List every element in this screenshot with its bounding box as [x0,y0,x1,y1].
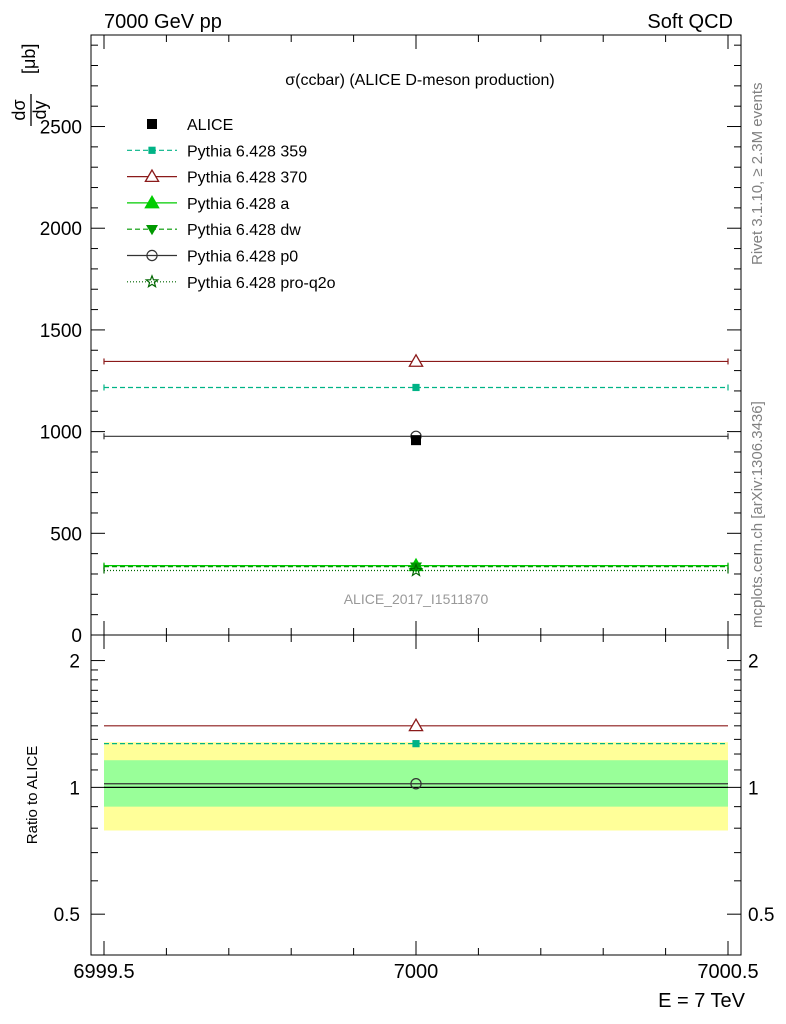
y-tick-label: 1500 [40,321,82,342]
y-tick-label: 500 [50,524,82,545]
x-tick-label: 7000 [394,961,439,983]
ratio-plot-marks [104,717,728,831]
ratio-y-tick-label: 0.5 [54,905,80,926]
legend-item-pythia-6-428-dw: Pythia 6.428 dw [127,222,301,239]
series-point [410,562,422,573]
main-y-axis-label: [μb] dσ dy [9,44,50,126]
data-point-alice [411,435,421,446]
ratio-y-tick-label-right: 0.5 [748,905,774,926]
legend-swatch-marker [144,274,160,289]
header-left: 7000 GeV pp [104,11,222,33]
legend-label: Pythia 6.428 dw [187,222,301,239]
legend-label: Pythia 6.428 370 [187,170,307,187]
ratio-y-ticks: 0.5 0.5 1 1 2 2 [54,652,775,927]
legend-swatch-marker [146,249,158,262]
mcplots-label: mcplots.cern.ch [arXiv:1306.3436] [749,401,766,628]
ratio-series-point [412,740,420,748]
ratio-series-point [408,717,424,732]
series-pythia-6-428-359 [103,383,729,392]
y-tick-label: 0 [71,626,82,647]
legend-item-pythia-6-428-370: Pythia 6.428 370 [127,168,307,187]
main-panel: 0 500 1000 1500 2000 2500 σ(ccbar) (ALICE D-m… [40,34,742,647]
x-tick-label: 7000.5 [697,961,758,983]
main-title: σ(ccbar) (ALICE D-meson production) [285,72,555,89]
ratio-x-ticks [103,635,729,955]
main-x-ticks [103,35,729,635]
series-point [408,562,424,577]
y-label-denominator: dy [30,100,50,119]
y-label-unit: [μb] [19,44,39,74]
legend-label: Pythia 6.428 pro-q2o [187,275,336,292]
ratio-series-pythia-6-428-370 [104,717,728,732]
x-tick-label: 6999.5 [73,961,134,983]
legend-label: Pythia 6.428 p0 [187,249,298,266]
main-y-ticks: 0 500 1000 1500 2000 2500 [40,44,741,647]
x-axis-title: E = 7 TeV [658,990,746,1012]
legend-label: Pythia 6.428 a [187,196,289,213]
header-right: Soft QCD [647,11,733,33]
legend-label: Pythia 6.428 359 [187,143,307,160]
y-label-numerator: dσ [9,99,29,120]
legend-item-pythia-6-428-a: Pythia 6.428 a [127,195,289,213]
legend-swatch-marker [147,119,157,129]
main-plot-marks [103,353,729,577]
legend-item-pythia-6-428-359: Pythia 6.428 359 [127,143,307,160]
ratio-y-tick-label-right: 2 [748,652,759,673]
legend-swatch-marker [148,146,156,154]
ratio-y-tick-label-right: 1 [748,778,759,799]
ratio-series-pythia-6-428-359 [104,740,728,748]
ratio-series-point [410,778,422,790]
legend-swatch-marker [144,195,160,209]
legend: ALICE Pythia 6.428 359 Pythia 6.428 370 Pyt… [127,117,336,292]
ratio-y-tick-label: 2 [69,652,80,673]
series-point [408,353,424,367]
y-tick-label: 2500 [40,118,82,139]
legend-swatch-marker [144,168,160,183]
rivet-label: Rivet 3.1.10, ≥ 2.3M events [749,83,766,266]
series-pythia-6-428-370 [103,353,729,367]
watermark: ALICE_2017_I1511870 [344,591,489,607]
ratio-panel: 0.5 0.5 1 1 2 2 [54,634,775,956]
ratio-series-pythia-6-428-p0 [104,778,728,790]
series-point [412,383,420,392]
legend-item-alice: ALICE [147,117,233,134]
x-tick-labels: 6999.5 7000 7000.5 [73,961,758,983]
legend-item-pythia-6-428-pro-q2o: Pythia 6.428 pro-q2o [127,274,336,292]
y-tick-label: 1000 [40,423,82,444]
ratio-y-axis-label: Ratio to ALICE [24,746,41,844]
y-tick-label: 2000 [40,219,82,240]
legend-item-pythia-6-428-p0: Pythia 6.428 p0 [127,249,298,266]
series-pythia-6-428-pro-q2o [103,562,729,577]
ratio-y-tick-label: 1 [69,778,80,799]
legend-label: ALICE [187,117,233,134]
legend-swatch-marker [146,225,158,236]
